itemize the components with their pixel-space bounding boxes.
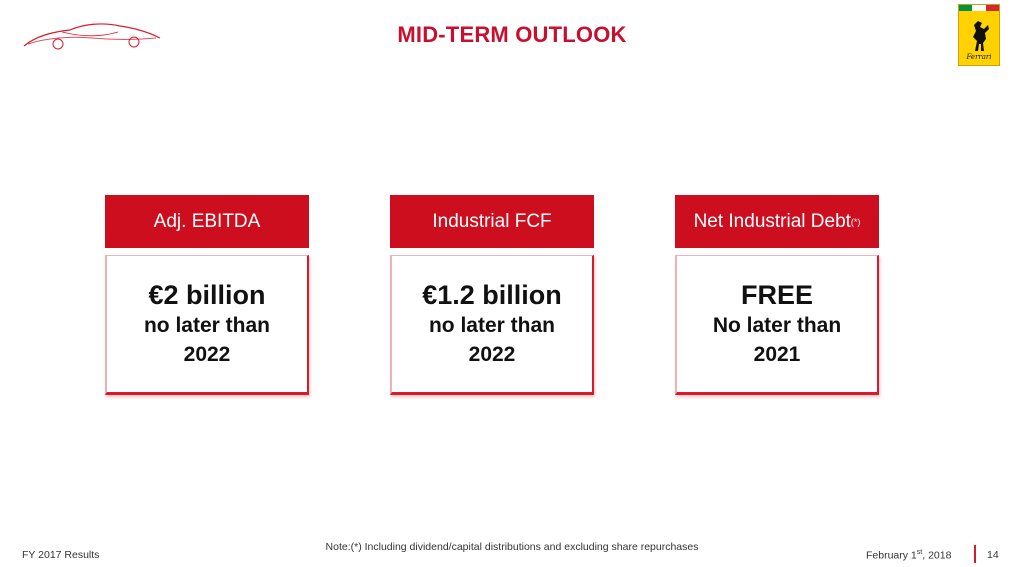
footnote: Note:(*) Including dividend/capital dist… (325, 541, 699, 553)
prancing-horse-icon (973, 21, 989, 51)
footer-date-day: February 1 (866, 549, 917, 562)
footer-date-suffix: st (916, 549, 923, 556)
footer-divider (974, 545, 976, 563)
flag-red-stripe (985, 5, 999, 11)
card-line-1: No later than (712, 314, 842, 337)
flag-white-stripe (972, 5, 986, 11)
card-line-1: no later than (143, 314, 270, 337)
card-value: €2 billion (148, 280, 266, 310)
badge-brand-text: Ferrari (966, 53, 992, 61)
card-title-footnote-mark: (*) (850, 216, 861, 227)
card-line-2: 2022 (468, 343, 516, 366)
card-header: Adj. EBITDA (105, 195, 309, 248)
card-body: €1.2 billion no later than 2022 (390, 255, 594, 395)
card-line-2: 2021 (753, 343, 801, 366)
card-body: €2 billion no later than 2022 (105, 255, 309, 395)
footer-date: February 1st, 2018 (866, 549, 951, 562)
card-header: Net Industrial Debt (*) (675, 195, 879, 248)
card-adj-ebitda: Adj. EBITDA €2 billion no later than 202… (105, 195, 309, 395)
card-title: Industrial FCF (432, 210, 552, 232)
card-value: FREE (740, 280, 813, 310)
flag-green-stripe (959, 5, 973, 11)
card-header: Industrial FCF (390, 195, 594, 248)
card-body: FREE No later than 2021 (675, 255, 879, 395)
footer-report-name: FY 2017 Results (22, 549, 100, 561)
footer-date-year: , 2018 (922, 549, 952, 562)
card-industrial-fcf: Industrial FCF €1.2 billion no later tha… (390, 195, 594, 395)
ferrari-badge: Ferrari (958, 4, 1000, 66)
page-number: 14 (987, 549, 999, 561)
card-net-industrial-debt: Net Industrial Debt (*) FREE No later tha… (675, 195, 879, 395)
card-line-2: 2022 (183, 343, 231, 366)
card-title: Adj. EBITDA (153, 210, 261, 232)
card-line-1: no later than (428, 314, 555, 337)
car-silhouette-icon (23, 23, 161, 50)
card-value: €1.2 billion (422, 280, 562, 310)
card-title: Net Industrial Debt (693, 210, 851, 232)
page-title: MID-TERM OUTLOOK (397, 22, 627, 47)
